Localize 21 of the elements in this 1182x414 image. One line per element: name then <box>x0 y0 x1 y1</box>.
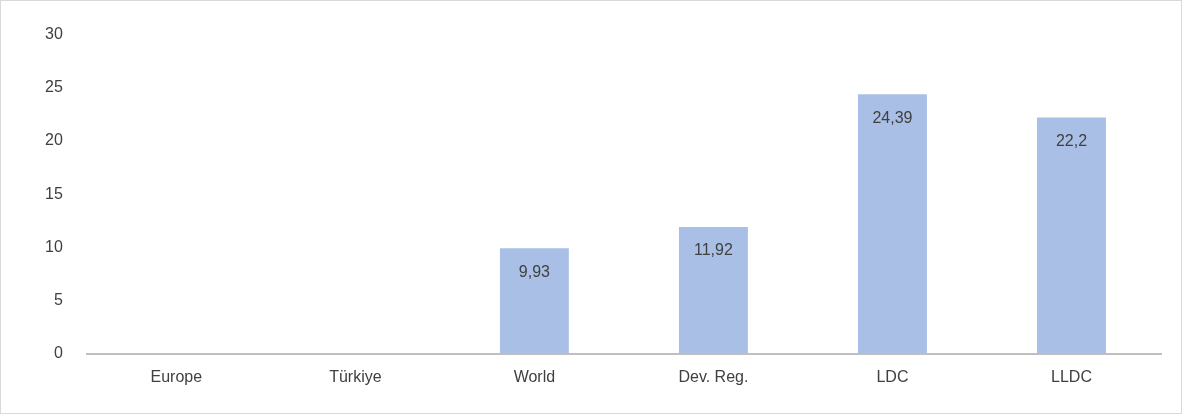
x-tick-label: Europe <box>150 367 203 385</box>
y-tick-label: 15 <box>45 184 63 202</box>
bar <box>499 248 569 354</box>
bar <box>678 226 748 354</box>
data-label: 11,92 <box>693 241 733 259</box>
x-tick-label: Türkiye <box>329 367 382 385</box>
x-tick-label: World <box>513 367 556 385</box>
y-tick-label: 20 <box>45 131 63 149</box>
y-tick-label: 30 <box>45 25 63 43</box>
x-tick-label: LLDC <box>1051 367 1092 385</box>
y-tick-label: 25 <box>45 78 63 96</box>
data-label: 24,39 <box>872 108 913 126</box>
y-tick-label: 0 <box>53 344 63 362</box>
data-label: 22,2 <box>1055 132 1088 149</box>
y-tick-label: 5 <box>53 291 63 309</box>
x-tick-label: LDC <box>876 367 909 385</box>
bar <box>857 94 927 354</box>
x-tick-label: Dev. Reg. <box>678 367 749 385</box>
y-tick-label: 10 <box>45 237 63 255</box>
data-label: 9,93 <box>518 262 551 280</box>
bar <box>1037 117 1106 354</box>
